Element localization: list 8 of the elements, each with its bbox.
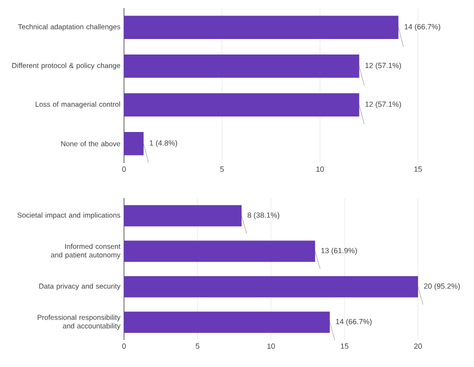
bar <box>124 312 330 333</box>
bar <box>124 132 144 156</box>
bar <box>124 205 242 226</box>
bar <box>124 276 418 298</box>
bar <box>124 93 360 116</box>
bar <box>124 54 360 78</box>
bar <box>124 240 316 262</box>
bar <box>124 16 398 39</box>
